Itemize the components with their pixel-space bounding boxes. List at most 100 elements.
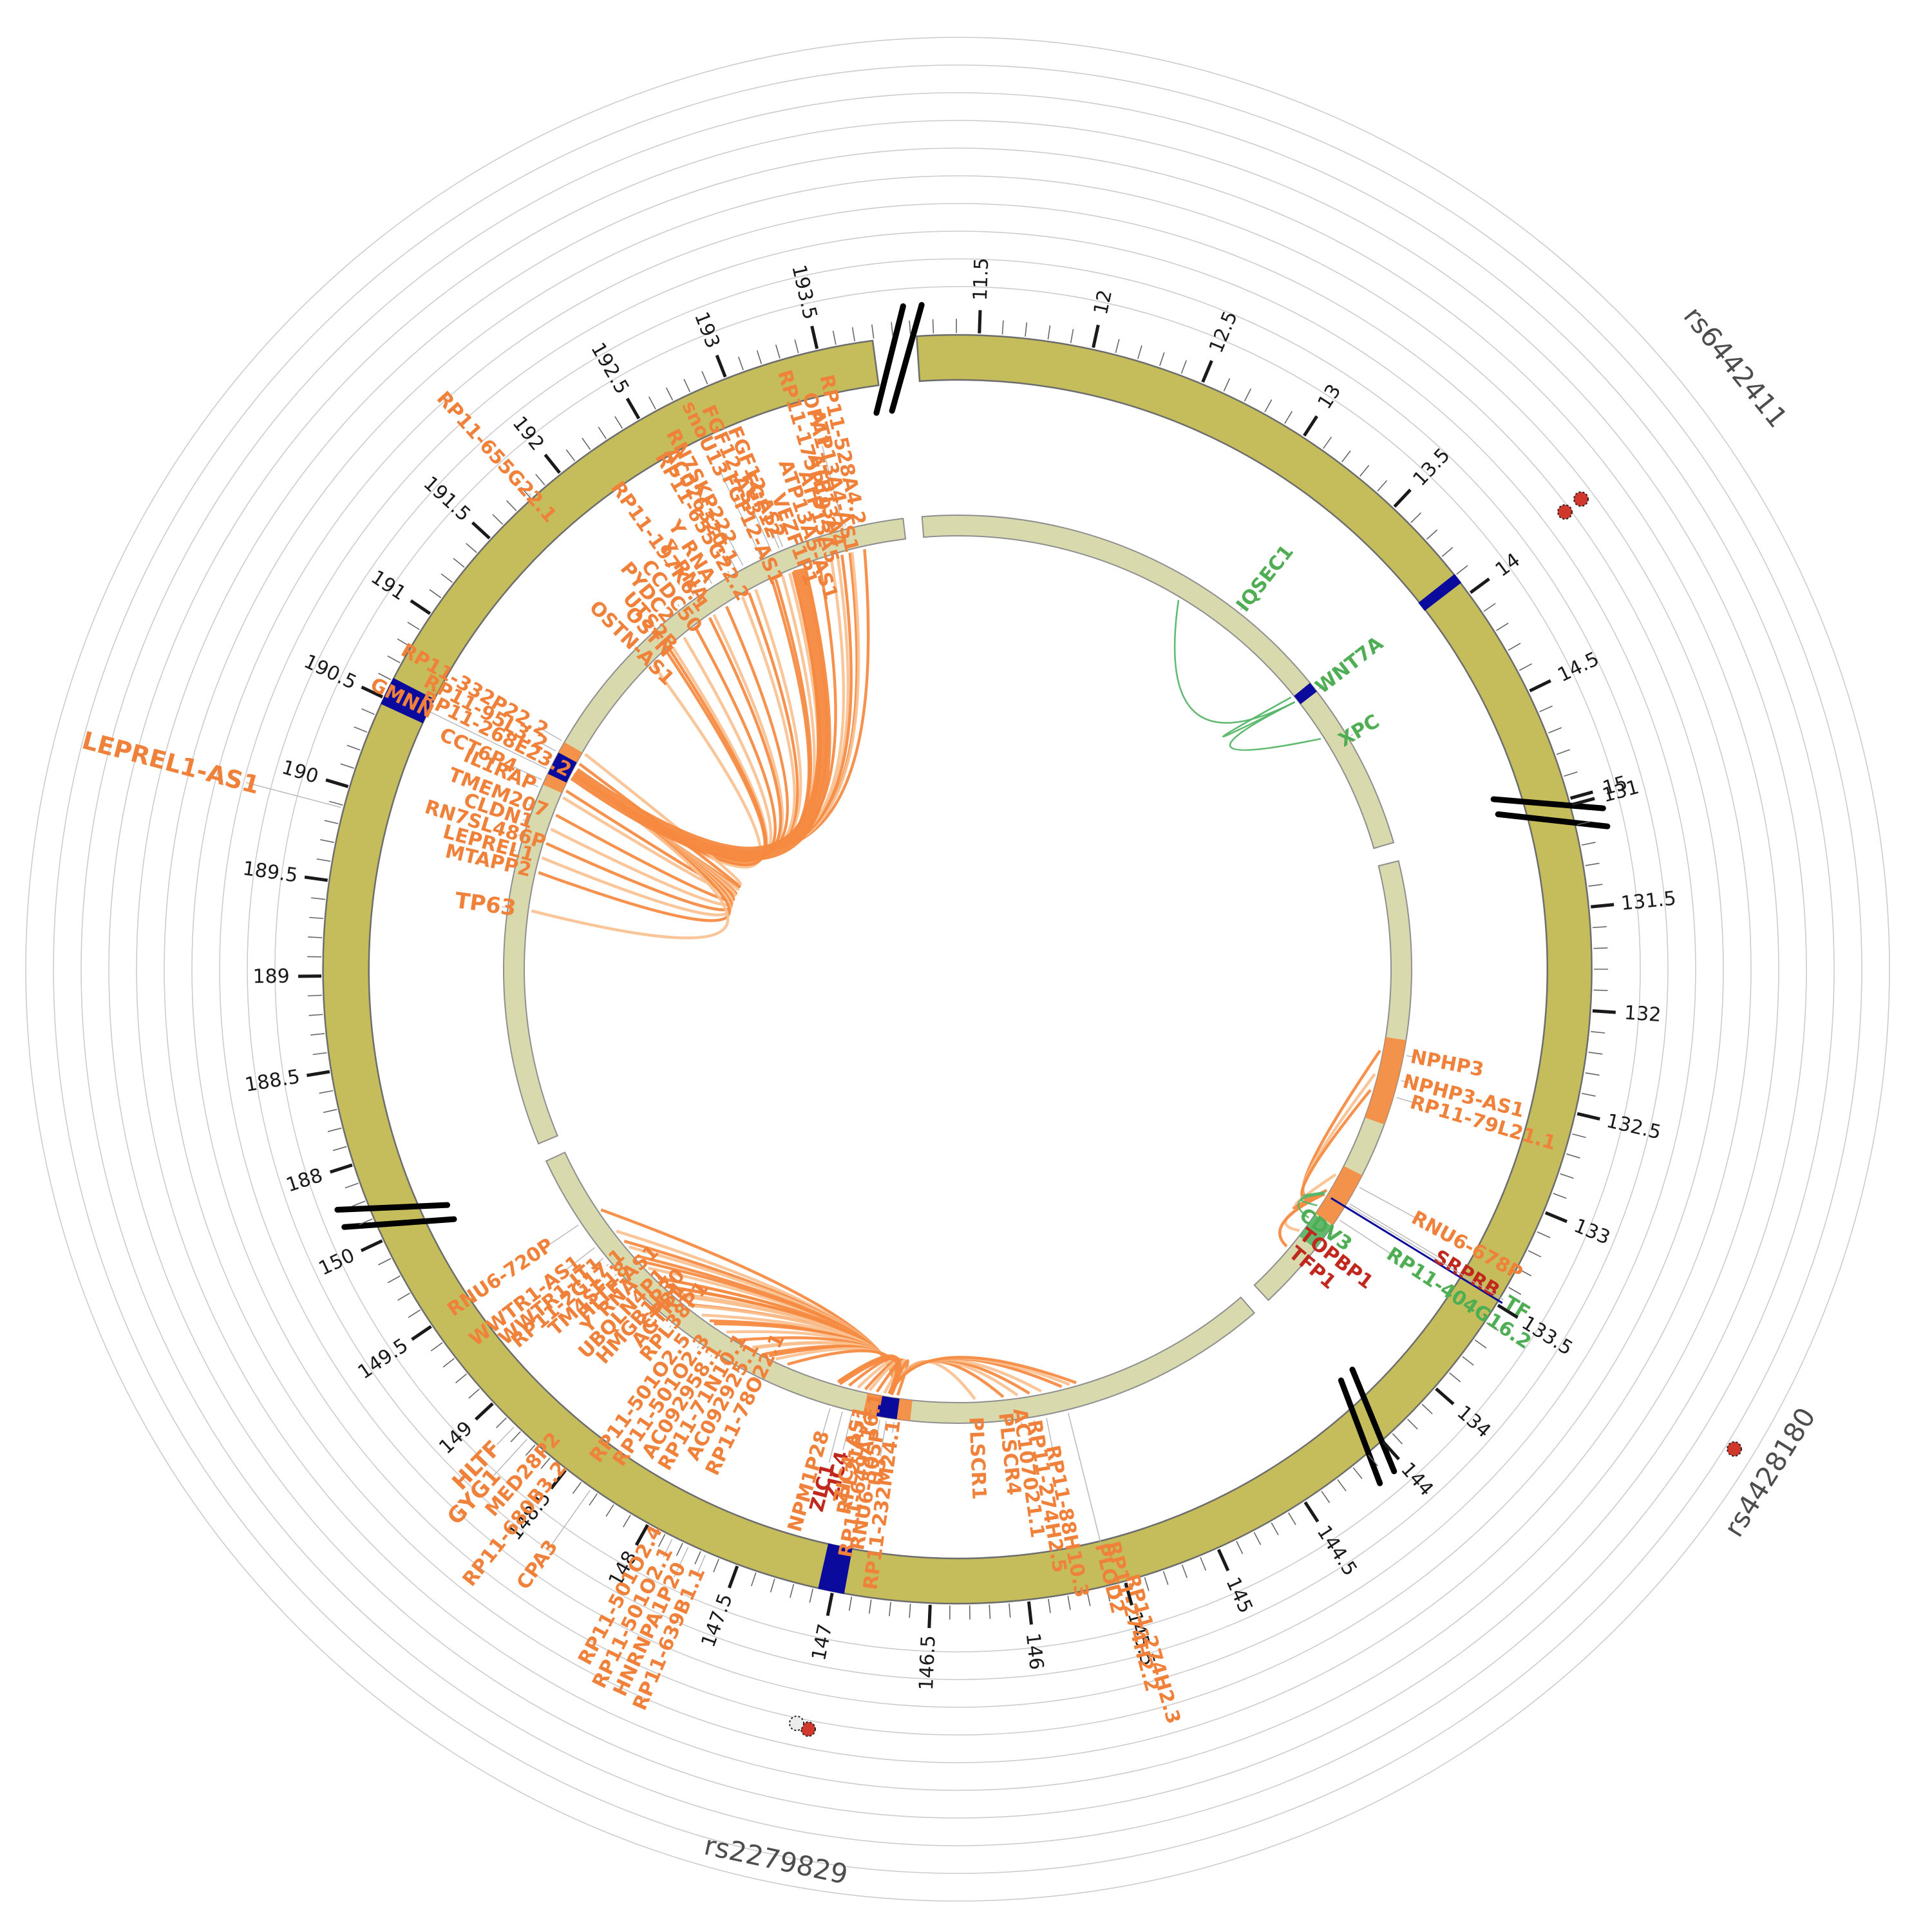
minor-tick (868, 1599, 872, 1614)
gene-leader-line (544, 1224, 579, 1249)
axis-break-mark (889, 302, 925, 414)
gene-leader-line (724, 1363, 726, 1366)
minor-tick (1456, 565, 1468, 575)
scatter-grid-circle (136, 147, 1779, 1791)
gene-leader-line (755, 1379, 758, 1383)
minor-tick (442, 1358, 455, 1368)
minor-tick (1115, 339, 1120, 354)
gene-leader-line (540, 1452, 542, 1455)
minor-tick (676, 1542, 683, 1557)
tick-label-12.5: 12.5 (1205, 308, 1242, 356)
minor-tick (1180, 360, 1187, 374)
minor-tick (453, 558, 465, 568)
minor-tick (1137, 345, 1142, 359)
association-chord (1293, 1189, 1328, 1209)
tick-label-193: 193 (690, 309, 724, 352)
gene-leader-line (697, 1345, 699, 1349)
axis-break-mark (1338, 1377, 1383, 1486)
major-tick (544, 453, 561, 474)
minor-tick (598, 426, 607, 439)
major-tick (715, 354, 727, 378)
minor-tick (1585, 862, 1600, 866)
minor-tick (328, 800, 343, 806)
minor-tick (1223, 378, 1231, 392)
minor-tick (1566, 1153, 1580, 1159)
minor-tick (848, 1596, 853, 1611)
minor-tick (589, 1493, 598, 1506)
minor-tick (1264, 399, 1273, 413)
minor-tick (1496, 622, 1509, 631)
association-chord (531, 772, 730, 940)
tick-label-146.5: 146.5 (915, 1634, 940, 1690)
minor-tick (354, 726, 368, 733)
major-tick (826, 1593, 834, 1616)
minor-tick (1441, 547, 1454, 557)
gene-leader-line (680, 1336, 687, 1344)
gene-leader-line (1320, 1246, 1323, 1249)
minor-tick (387, 655, 401, 663)
gene-label-TP63: TP63 (453, 887, 518, 922)
minor-tick (1577, 820, 1591, 826)
minor-tick (1323, 436, 1332, 449)
gene-leader-line (1349, 1204, 1441, 1258)
gene-leader-line (246, 782, 341, 808)
gene-leader-line (880, 1421, 887, 1457)
major-tick (927, 1604, 932, 1629)
gene-leader-line (529, 493, 532, 496)
minor-tick (1508, 1287, 1522, 1295)
association-chord (889, 1356, 1077, 1395)
minor-tick (327, 1127, 342, 1132)
tick-label-188: 188 (283, 1164, 325, 1197)
tick-label-150: 150 (316, 1244, 359, 1280)
minor-tick (1572, 1133, 1586, 1139)
minor-tick (1553, 1193, 1567, 1199)
minor-tick (525, 1444, 536, 1456)
minor-tick (1581, 1092, 1596, 1097)
inner-ring-overlay-orange (1316, 1166, 1363, 1226)
tick-label-131.5: 131.5 (1620, 887, 1677, 915)
gene-leader-line (793, 539, 796, 542)
minor-tick (1407, 1419, 1418, 1430)
gene-leader-line (727, 571, 730, 574)
tick-label-134: 134 (1452, 1401, 1495, 1443)
minor-tick (1588, 884, 1603, 887)
gene-leader-line (842, 1414, 853, 1450)
tick-label-133: 133 (1571, 1215, 1613, 1249)
gene-leader-line (1348, 1206, 1504, 1300)
minor-tick (1253, 1531, 1262, 1546)
major-tick (1569, 790, 1593, 800)
gene-leader-line (697, 590, 699, 593)
minor-tick (397, 638, 410, 647)
gene-leader-line (1396, 1097, 1419, 1104)
gene-leader-line (820, 1408, 831, 1442)
tick-label-147: 147 (808, 1622, 837, 1663)
gene-leader-line (828, 1411, 843, 1463)
minor-tick (605, 1504, 614, 1517)
minor-tick (1271, 1522, 1279, 1536)
tick-label-191: 191 (367, 566, 410, 605)
major-tick (325, 778, 349, 788)
minor-tick (506, 500, 517, 511)
minor-tick (510, 1431, 521, 1443)
major-tick (1217, 1549, 1230, 1571)
gene-leader-line (1068, 1412, 1103, 1549)
major-tick (410, 599, 431, 615)
gene-leader-line (844, 523, 846, 526)
major-tick (1590, 903, 1615, 909)
minor-tick (851, 327, 855, 342)
gene-label-IQSEC1: IQSEC1 (1232, 541, 1298, 616)
minor-tick (694, 1551, 701, 1565)
ideogram-snp-block (381, 677, 435, 724)
tick-label-12: 12 (1090, 288, 1117, 317)
minor-tick (492, 514, 504, 525)
gene-leader-line (1340, 1220, 1398, 1259)
gene-leader-line (654, 1312, 657, 1316)
gene-label-WNT7A: WNT7A (1311, 632, 1388, 698)
gene-leader-line (822, 445, 844, 527)
gene-leader-line (647, 1306, 650, 1309)
gene-leader-line (876, 1419, 880, 1439)
minor-tick (648, 396, 656, 410)
gene-leader-line (1406, 1055, 1417, 1058)
minor-tick (1474, 1339, 1487, 1349)
gene-leader-line (1401, 1080, 1414, 1084)
